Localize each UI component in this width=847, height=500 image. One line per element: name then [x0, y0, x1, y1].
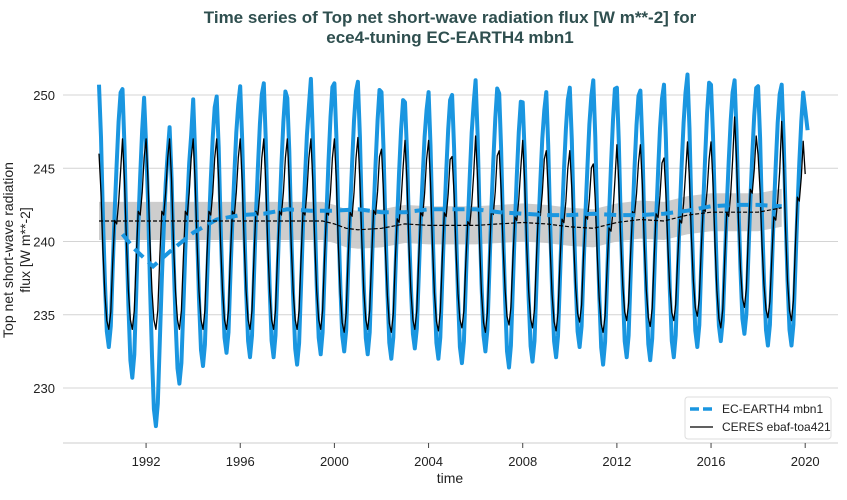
- y-axis-label-line-2: flux [W m**-2]: [17, 207, 33, 293]
- legend: EC-EARTH4 mbn1 CERES ebaf-toa421: [684, 396, 832, 440]
- legend-label-ec-earth: EC-EARTH4 mbn1: [722, 402, 823, 416]
- x-tick-label: 2008: [508, 454, 537, 469]
- chart-title-line-1: Time series of Top net short-wave radiat…: [204, 8, 697, 27]
- ceres-monthly-line: [98, 116, 806, 333]
- y-tick-label: 245: [33, 161, 55, 176]
- y-axis-label-line-1: Top net short-wave radiation: [0, 162, 16, 338]
- ec-earth-annual-mean-line: [120, 202, 782, 270]
- x-tick-label: 2012: [602, 454, 631, 469]
- y-tick-label: 230: [33, 381, 55, 396]
- x-tick-label: 2004: [414, 454, 443, 469]
- chart-title-line-2: ece4-tuning EC-EARTH4 mbn1: [326, 28, 573, 47]
- x-tick-label: 1992: [132, 454, 161, 469]
- ceres-annual-mean-line: [99, 207, 782, 231]
- ec-earth-monthly-line: [97, 72, 810, 429]
- y-tick-label: 235: [33, 308, 55, 323]
- x-tick-label: 2000: [320, 454, 349, 469]
- legend-label-ceres: CERES ebaf-toa421: [722, 420, 831, 434]
- y-tick-label: 250: [33, 88, 55, 103]
- x-tick-label: 2020: [791, 454, 820, 469]
- legend-box: [684, 396, 832, 440]
- x-tick-label: 1996: [226, 454, 255, 469]
- x-axis-label: time: [437, 470, 464, 486]
- y-tick-label: 240: [33, 235, 55, 250]
- x-tick-label: 2016: [697, 454, 726, 469]
